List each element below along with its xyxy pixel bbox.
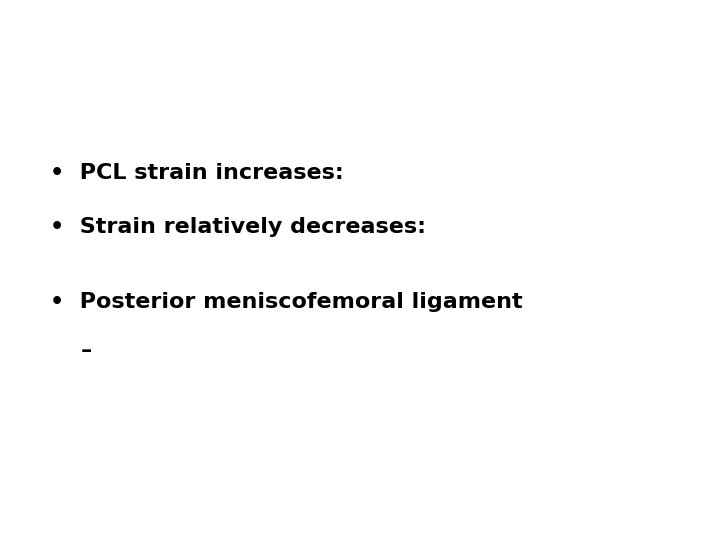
Text: •  PCL strain increases:: • PCL strain increases: [50,163,344,183]
Text: •  Posterior meniscofemoral ligament: • Posterior meniscofemoral ligament [50,292,523,313]
Text: –: – [50,341,93,361]
Text: •  Strain relatively decreases:: • Strain relatively decreases: [50,217,426,237]
